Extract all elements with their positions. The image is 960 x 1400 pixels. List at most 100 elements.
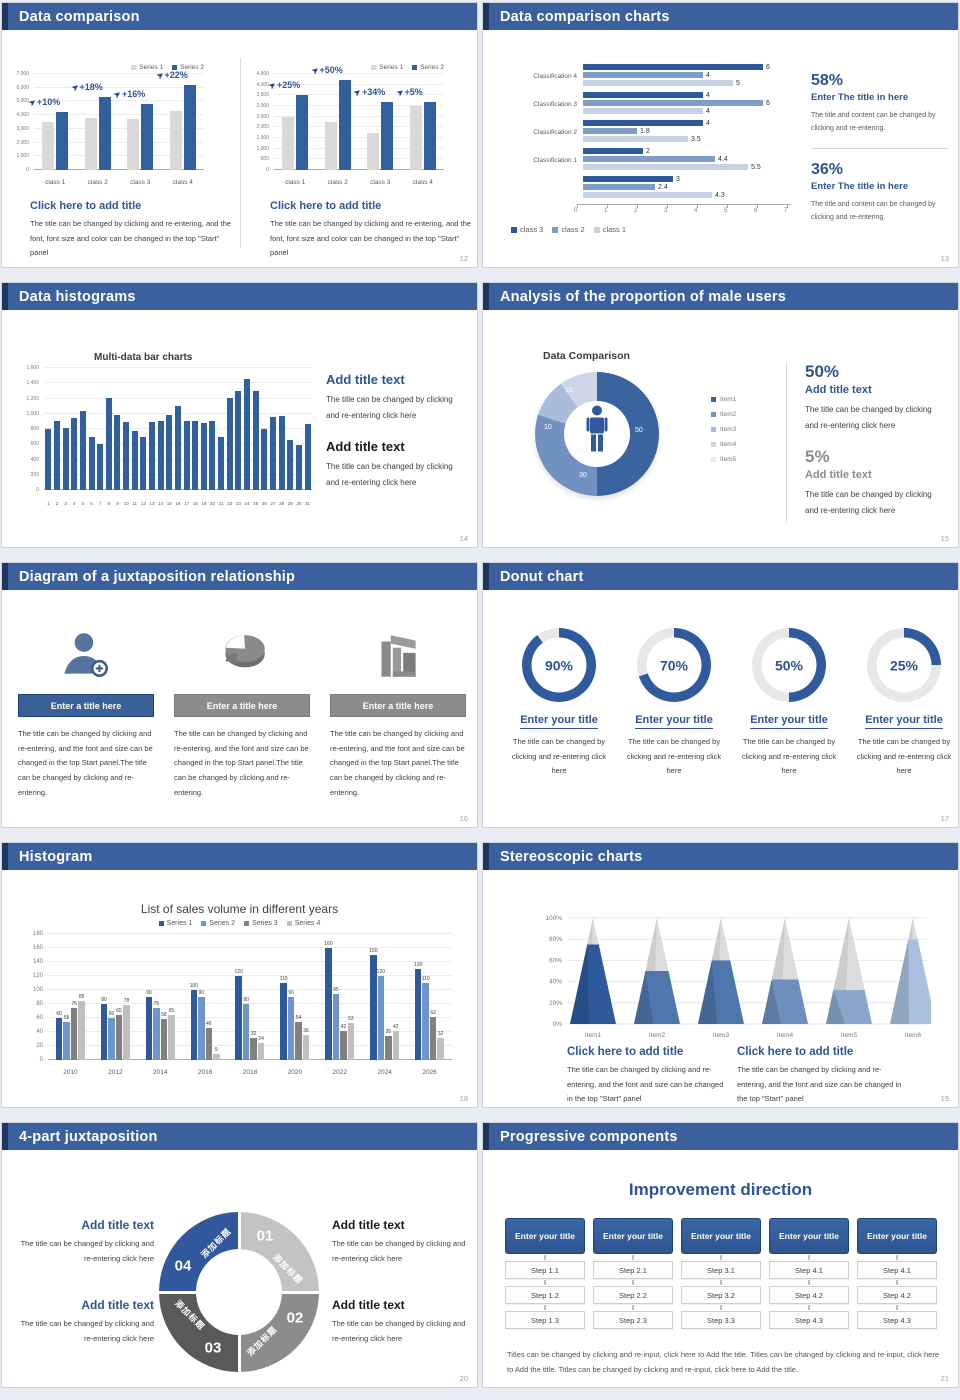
- slice-label: 10: [544, 424, 552, 431]
- item-title: Enter your title: [635, 714, 713, 729]
- x-axis-label: 2012: [108, 1069, 123, 1076]
- bar: [123, 422, 130, 490]
- x-axis-tick: 4: [694, 208, 698, 214]
- bar: [200, 422, 207, 490]
- bar: 130: [414, 962, 422, 1060]
- bar-value-label: 130: [414, 962, 423, 968]
- plot-area: 60 55 75 85 80 60 65 78 90 75 58 65 100 90 46 9 120 80 32 2…: [48, 934, 452, 1060]
- svg-text:Item6: Item6: [905, 1032, 922, 1039]
- column-item: Enter a title here The title can be chan…: [174, 624, 310, 800]
- bar-value-label: 53: [348, 1015, 354, 1022]
- slide-19-stereoscopic-charts[interactable]: Stereoscopic charts 0% 20% 40% 60% 80% 100% It…: [482, 842, 959, 1108]
- bar: [149, 422, 155, 490]
- step-column: Enter your title Step 2.1 Step 2.2 Step …: [593, 1218, 673, 1329]
- y-axis-tick: 3,000: [16, 125, 29, 132]
- connector: [544, 1255, 546, 1260]
- x-axis-label: 21: [218, 501, 224, 506]
- connector: [720, 1305, 722, 1310]
- y-axis-tick: 5,000: [16, 98, 29, 105]
- slide-20-4-part-juxtaposition[interactable]: 4-part juxtaposition 01 添加标题 02 添加标题 03 添加标题 0…: [1, 1122, 478, 1388]
- connector: [632, 1280, 634, 1285]
- stat-heading: Add title text: [805, 469, 872, 482]
- bar: 80: [242, 997, 250, 1060]
- bar: [42, 122, 55, 170]
- bar: [583, 184, 655, 190]
- bar-group: [278, 368, 285, 490]
- page-number: 18: [459, 1094, 468, 1103]
- bar-group: ➤+16%: [112, 74, 154, 170]
- slide-21-progressive-components[interactable]: Progressive components Improvement direc…: [482, 1122, 959, 1388]
- page-number: 12: [459, 254, 468, 263]
- x-axis-label: 2016: [197, 1069, 213, 1076]
- legend-item: Item1: [711, 396, 736, 403]
- slide-13-data-comparison-charts[interactable]: Data comparison charts Classification 4 6…: [482, 2, 959, 268]
- svg-text:Item1: Item1: [585, 1032, 602, 1039]
- column-chart-right: Series 1 Series 2 0 500 1,000 1,500 2,000 2,500…: [248, 64, 444, 186]
- slide-14-data-histograms[interactable]: Data histograms Multi-data bar charts 0 2…: [1, 282, 478, 548]
- bar: [45, 429, 52, 490]
- item-body: The title can be changed by clicking and…: [741, 737, 837, 776]
- bar: 100: [190, 983, 198, 1060]
- bar-group: Classification 3 4 6 4: [497, 92, 791, 116]
- bar: [296, 95, 309, 170]
- x-axis-label: 2018: [242, 1069, 258, 1076]
- connector: [808, 1280, 810, 1285]
- bar-value-label: 110: [421, 976, 430, 982]
- slide-17-donut-chart[interactable]: Donut chart 90% Enter your title The tit…: [482, 562, 959, 828]
- bar-value-label: 75: [71, 1000, 77, 1007]
- step-box: Step 2.2: [593, 1286, 673, 1304]
- slide-header: Histogram: [2, 843, 477, 870]
- step-box: Step 4.3: [857, 1311, 937, 1329]
- bar-group: [261, 368, 268, 490]
- bar-group: [149, 368, 155, 490]
- plot-area: ➤+10% ➤+18% ➤+16% ➤+22%: [27, 70, 204, 170]
- y-axis-tick: 2,000: [256, 124, 269, 131]
- title-bar: Enter a title here: [18, 694, 154, 717]
- bar: [583, 192, 712, 198]
- slide-title: Diagram of a juxtaposition relationship: [19, 568, 296, 585]
- legend-item: class 3: [511, 225, 543, 234]
- page-number: 16: [459, 814, 468, 823]
- x-axis-label: 18: [192, 501, 198, 506]
- bar-group: [79, 368, 86, 490]
- plot-area: ➤+25% ➤+50% ➤+34% ➤+5%: [267, 65, 444, 170]
- slide-title: Stereoscopic charts: [500, 848, 643, 865]
- slide-16-juxtaposition-relationship[interactable]: Diagram of a juxtaposition relationship …: [1, 562, 478, 828]
- bar-value-label: 24: [258, 1036, 264, 1043]
- legend-item: Series 2: [412, 64, 444, 71]
- bar-group: [269, 368, 276, 490]
- y-axis-tick: 160: [32, 945, 43, 951]
- bar: [226, 397, 233, 490]
- bar-group: [97, 368, 104, 490]
- x-axis-label: 2010: [63, 1069, 78, 1076]
- left-chart-panel: Series 1 Series 2 0 1,000 2,000 3,000 4,000 5,0…: [8, 60, 236, 267]
- bar-value-label: 65: [168, 1007, 175, 1014]
- stat-value: 50%: [805, 362, 840, 381]
- connector: [896, 1255, 898, 1260]
- slide-body: List of sales volume in different years …: [2, 870, 477, 1107]
- x-axis-label: 10: [123, 501, 129, 506]
- legend-item: Series 1: [371, 64, 403, 71]
- step-column: Enter your title Step 3.1 Step 3.2 Step …: [681, 1218, 761, 1329]
- connector: [720, 1255, 722, 1260]
- step-box: Step 1.2: [505, 1286, 585, 1304]
- legend-item: Item4: [711, 441, 736, 448]
- bar: [583, 156, 715, 162]
- bar-value-label: 85: [78, 993, 85, 1000]
- x-axis-label: 6: [90, 501, 93, 506]
- bar: [583, 164, 748, 170]
- segment-number: 01: [256, 1227, 274, 1245]
- bar: [338, 80, 351, 170]
- bar: 90: [145, 990, 153, 1060]
- block-heading: Add title text: [332, 1298, 405, 1312]
- legend-swatch: [412, 65, 418, 70]
- y-axis-tick: 40: [36, 1029, 43, 1035]
- bar: 110: [280, 976, 288, 1060]
- slide-15-male-users-proportion[interactable]: Analysis of the proportion of male users…: [482, 282, 959, 548]
- slide-12-data-comparison[interactable]: Data comparison Series 1 Series 2 0 1,000 2,…: [1, 2, 478, 268]
- slide-18-histogram[interactable]: Histogram List of sales volume in differ…: [1, 842, 478, 1108]
- page-number: 19: [940, 1094, 949, 1103]
- column-chart: 0 1,000 2,000 3,000 4,000 5,000 6,000 7,000 ➤+10…: [8, 70, 204, 186]
- bar-group: [166, 368, 173, 490]
